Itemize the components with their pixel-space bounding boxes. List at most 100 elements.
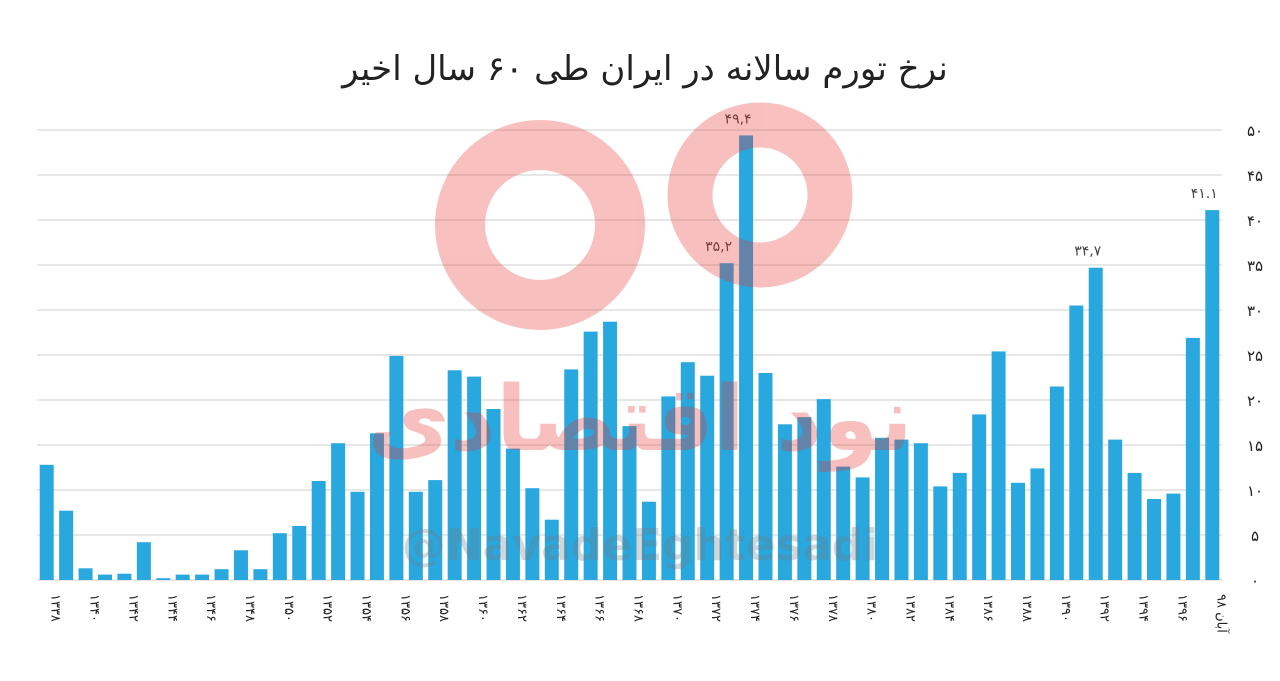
y-tick-label: ۱۵: [1247, 437, 1263, 455]
y-tick-label: ۴۵: [1247, 167, 1263, 185]
bar: [369, 433, 384, 580]
bar: [933, 486, 948, 580]
x-tick-label: ۱۳۵۴: [359, 594, 374, 622]
bar: [564, 369, 579, 580]
bar: [855, 477, 870, 580]
bar: [875, 437, 890, 580]
x-tick-label: ۱۳۸۸: [1019, 594, 1034, 622]
bar: [525, 488, 540, 580]
y-tick-label: ۳۵: [1247, 257, 1263, 275]
bar: [913, 443, 928, 580]
bar: [195, 574, 210, 580]
bar: [622, 426, 637, 580]
value-label: ۳۴,۷: [1074, 244, 1101, 260]
bar: [78, 568, 93, 580]
x-tick-label: ۱۳۴۰: [87, 594, 102, 622]
y-tick-label: ۰: [1251, 572, 1259, 590]
bar: [331, 443, 346, 580]
bar: [952, 472, 967, 580]
bar: [1088, 267, 1103, 580]
bar: [1185, 337, 1200, 580]
x-tick-label: ۱۳۹۲: [1097, 594, 1112, 622]
bar: [447, 370, 462, 580]
watermark: نود اقتصادی @NavadeEghtesadi: [367, 102, 913, 571]
x-tick-label: ۱۳۶۶: [592, 594, 607, 622]
x-tick-label: ۱۳۸۴: [941, 594, 956, 622]
x-tick-label: ۱۳۹۴: [1136, 594, 1151, 622]
bar: [972, 414, 987, 580]
bar: [680, 362, 695, 580]
bar: [1069, 305, 1084, 580]
x-tick-label: ۱۳۹۰: [1058, 594, 1073, 622]
x-tick-label: ۱۳۶۸: [631, 594, 646, 622]
x-tick-label: ۱۳۷۲: [708, 594, 723, 622]
bar: [700, 375, 715, 580]
bar: [1166, 493, 1181, 580]
y-tick-label: ۲۰: [1247, 392, 1263, 410]
y-tick-label: ۱۰: [1247, 482, 1263, 500]
bar: [389, 355, 404, 580]
x-tick-label: ۱۳۷۴: [747, 594, 762, 622]
chart-title: نرخ تورم سالانه در ایران طی ۶۰ سال اخیر: [340, 49, 948, 89]
bar: [1147, 499, 1162, 580]
x-tick-label: ۱۳۷۶: [786, 594, 801, 622]
bar: [661, 396, 676, 580]
bar: [1108, 439, 1123, 580]
bar: [175, 574, 190, 580]
x-tick-label: ۱۳۶۰: [475, 594, 490, 622]
x-tick-label: ۱۳۵۸: [436, 594, 451, 622]
x-tick-label: ۱۳۷۸: [825, 594, 840, 622]
bar: [758, 373, 773, 580]
bar: [777, 424, 792, 580]
x-tick-label: ۱۳۸۰: [864, 594, 879, 622]
bar: [836, 466, 851, 580]
bar: [603, 321, 618, 580]
y-tick-label: ۳۰: [1247, 302, 1263, 320]
bar: [97, 574, 112, 580]
bar: [1030, 468, 1045, 580]
x-tick-label: ۱۳۳۸: [48, 594, 63, 622]
x-tick-label: ۱۳۹۶: [1174, 594, 1189, 622]
bar: [583, 331, 598, 580]
bar: [505, 448, 520, 580]
bar: [39, 464, 54, 580]
x-tick-label: ۱۳۸۶: [980, 594, 995, 622]
bar: [233, 550, 248, 580]
bar: [292, 526, 307, 580]
bar: [641, 501, 656, 580]
bar: [816, 399, 831, 580]
bar: [1049, 386, 1064, 580]
bar: [739, 135, 754, 580]
bar: [1127, 472, 1142, 580]
x-tick-label: ۱۳۸۲: [902, 594, 917, 622]
bar: [350, 491, 365, 580]
x-tick-label: ۱۳۵۶: [397, 594, 412, 622]
value-label: ۴۹,۴: [725, 111, 752, 127]
bar: [272, 533, 287, 580]
bar: [797, 417, 812, 580]
logo-ring: [435, 120, 645, 330]
bar: [117, 573, 132, 580]
bar: [428, 480, 443, 580]
bar: [486, 409, 501, 580]
value-label: ۴۱.۱: [1191, 186, 1218, 202]
bar: [1205, 210, 1220, 580]
x-tick-label: ۱۳۴۲: [125, 594, 140, 622]
watermark-text: نود اقتصادی: [367, 367, 912, 472]
bar: [894, 439, 909, 580]
x-tick-label: ۱۳۴۸: [242, 594, 257, 622]
bar: [544, 519, 559, 580]
bar: [311, 481, 326, 580]
bar: [136, 542, 151, 580]
y-tick-label: ۵۰: [1247, 122, 1263, 140]
logo-ring: [667, 102, 853, 288]
y-tick-label: ۲۵: [1247, 347, 1263, 365]
y-tick-label: ۴۰: [1247, 212, 1263, 230]
x-tick-label: ۱۳۶۴: [553, 594, 568, 622]
bar: [214, 569, 229, 580]
y-tick-label: ۵: [1251, 527, 1259, 545]
bar: [467, 376, 482, 580]
bar: [719, 263, 734, 580]
